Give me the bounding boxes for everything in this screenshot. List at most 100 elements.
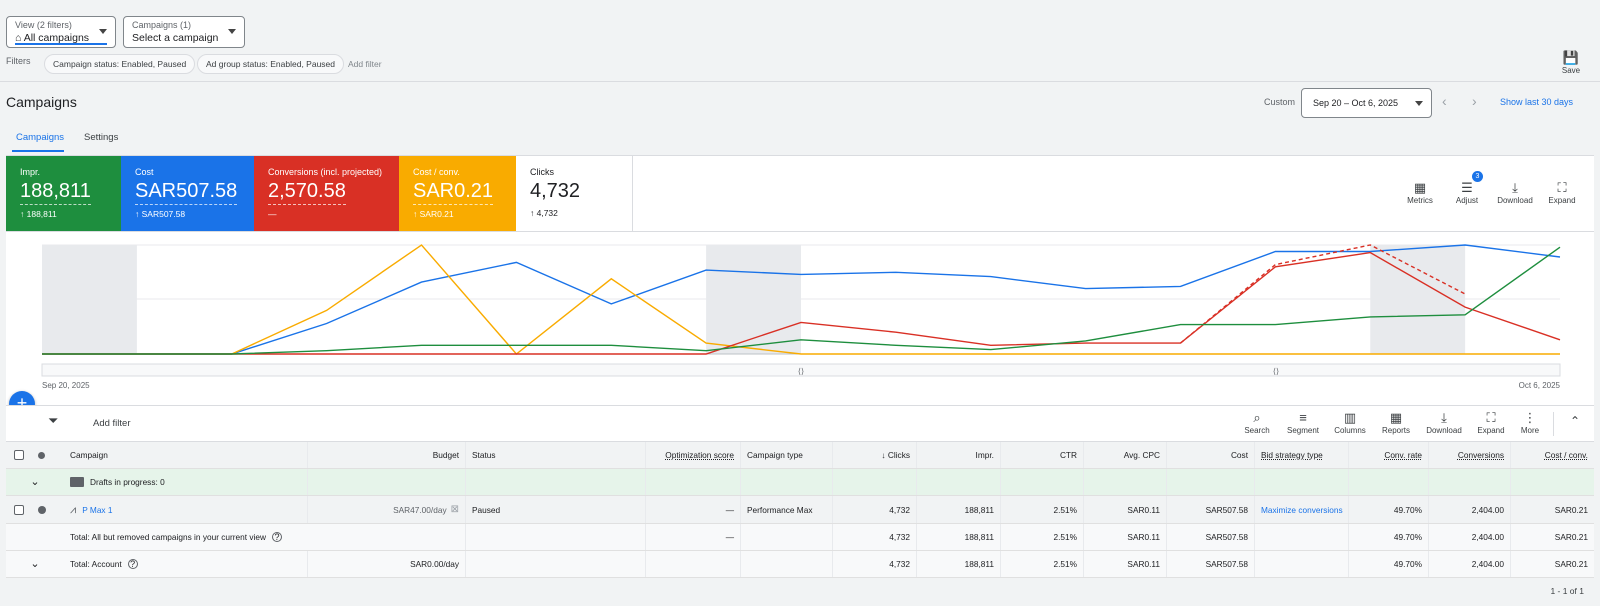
campaign-name-link[interactable]: P Max 1 [82,504,113,515]
total-account-cost: SAR507.58 [1167,551,1255,577]
more-vert-icon: ⋮ [1523,410,1537,425]
series-line-1 [42,244,1560,355]
tab-campaigns[interactable]: Campaigns [16,132,65,143]
next-period-icon[interactable]: › [1472,93,1477,109]
col-conv-rate[interactable]: Conv. rate [1349,442,1429,468]
expand-chart-button[interactable]: ⛶ Expand [1544,180,1580,205]
metric-change: ↑ 4,732 [530,208,558,218]
select-all-checkbox[interactable] [14,450,24,460]
cost-per-conv-value: SAR0.21 [1554,504,1588,515]
metric-tile-conversions[interactable]: Conversions (incl. projected) 2,570.58 — [254,156,399,231]
row-checkbox[interactable] [14,504,24,515]
campaign-filter-label: Campaigns (1) [132,20,192,30]
total-account-budget: SAR0.00/day [308,551,466,577]
col-bid-strategy[interactable]: Bid strategy type [1255,442,1349,468]
search-button[interactable]: ⌕ Search [1240,410,1274,435]
total-cost: SAR507.58 [1167,524,1255,550]
adjust-button[interactable]: ☰ Adjust 3 [1450,171,1484,205]
campaign-filter-value: Select a campaign [132,32,219,44]
metric-change: ↑ SAR507.58 [135,209,186,219]
more-button[interactable]: ⋮ More [1516,410,1544,435]
campaign-filter-dropdown[interactable]: Campaigns (1) Select a campaign [123,16,245,48]
total-row-current-view: Total: All but removed campaigns in your… [6,524,1594,551]
col-impr[interactable]: Impr. [917,442,1001,468]
total-conv-rate: 49.70% [1349,524,1429,550]
filter-chip-ad-group-status[interactable]: Ad group status: Enabled, Paused [197,54,345,74]
col-clicks[interactable]: ↓ Clicks [833,442,917,468]
col-budget[interactable]: Budget [308,442,466,468]
tab-settings[interactable]: Settings [84,132,119,143]
metric-label: Cost [135,167,154,177]
drafts-row[interactable]: ⌄ Drafts in progress: 0 [6,469,1594,496]
col-ctr[interactable]: CTR [1001,442,1084,468]
range-handle-right-icon[interactable]: ⟨⟩ [1273,367,1279,376]
metric-label: Impr. [20,167,41,177]
col-status[interactable]: Status [466,442,646,468]
folder-icon [70,477,84,487]
drafts-label: Drafts in progress: 0 [90,477,165,487]
help-icon[interactable]: ? [272,532,282,542]
budget-chart-icon[interactable]: ⊠ [450,503,459,515]
table-add-filter[interactable]: Add filter [93,418,131,429]
table-row[interactable]: ⩘ P Max 1 SAR47.00/day ⊠ Paused — Performa… [6,496,1594,524]
chevron-down-icon[interactable]: ⌄ [30,558,40,570]
metric-tile-cost-per-conv[interactable]: Cost / conv. SAR0.21 ↑ SAR0.21 [399,156,516,231]
metric-value: SAR507.58 [135,178,238,205]
view-filter-value: All campaigns [23,32,90,44]
download-label: Download [1497,196,1533,205]
expand-icon: ⛶ [1486,410,1496,425]
metric-value: 2,570.58 [268,178,346,205]
date-custom-label: Custom [1264,97,1296,107]
help-icon[interactable]: ? [127,559,138,569]
total-label: Total: All but removed campaigns in your… [70,532,266,542]
prev-period-icon[interactable]: ‹ [1442,93,1447,109]
metric-tile-clicks[interactable]: Clicks 4,732 ↑ 4,732 [516,156,633,231]
filter-icon[interactable]: ⏷ [48,413,59,428]
paused-status-icon[interactable] [38,505,46,514]
active-underline [15,43,107,45]
total-account-cpc: SAR0.11 [1084,551,1167,577]
conversions-value: 2,404.00 [1429,496,1511,523]
table-header-row: Campaign Budget Status Optimization scor… [6,442,1594,469]
filter-chip-campaign-status[interactable]: Campaign status: Enabled, Paused [44,54,196,74]
bid-strategy-link[interactable]: Maximize conversions [1255,496,1349,523]
columns-button[interactable]: ▥ Columns [1332,410,1368,435]
col-optimization-score[interactable]: Optimization score [646,442,741,468]
metric-change: — [268,209,277,219]
clicks-value: 4,732 [833,496,917,523]
date-range-picker[interactable]: Sep 20 – Oct 6, 2025 [1301,88,1432,118]
download-table-button[interactable]: ⤓ Download [1424,410,1464,435]
range-handle-left-icon[interactable]: ⟨⟩ [798,367,804,376]
metric-label: Cost / conv. [413,167,460,177]
col-campaign-type[interactable]: Campaign type [741,442,833,468]
show-last-30-days-link[interactable]: Show last 30 days [1500,97,1574,107]
view-filter-dropdown[interactable]: View (2 filters) ⌂ All campaigns [6,16,116,48]
sliders-icon: ☰ [1461,180,1473,195]
col-campaign[interactable]: Campaign [64,442,308,468]
expand-label: Expand [1477,426,1505,435]
metric-tile-cost[interactable]: Cost SAR507.58 ↑ SAR507.58 [121,156,254,231]
download-chart-button[interactable]: ⤓ Download [1494,180,1536,205]
col-conversions[interactable]: Conversions [1429,442,1511,468]
reports-button[interactable]: ▦ Reports [1378,410,1414,435]
segment-label: Segment [1286,426,1320,435]
segment-button[interactable]: ≡ Segment [1284,410,1322,435]
metric-change: ↑ SAR0.21 [413,209,454,219]
page-title: Campaigns [6,94,77,110]
collapse-icon[interactable]: ⌃ [1570,414,1581,428]
add-filter-link[interactable]: Add filter [348,59,382,69]
pagination-label: 1 - 1 of 1 [1550,586,1584,596]
columns-icon: ▥ [1343,410,1357,425]
chart-range-slider[interactable] [41,363,1561,377]
metric-tile-impressions[interactable]: Impr. 188,811 ↑ 188,811 [6,156,121,231]
expand-icon: ⛶ [1557,180,1567,195]
chevron-down-icon[interactable]: ⌄ [30,476,40,488]
more-label: More [1520,426,1540,435]
col-cost[interactable]: Cost [1167,442,1255,468]
col-avg-cpc[interactable]: Avg. CPC [1084,442,1167,468]
total-opt: — [646,524,741,550]
col-cost-per-conv[interactable]: Cost / conv. [1544,450,1588,460]
expand-table-button[interactable]: ⛶ Expand [1474,410,1508,435]
metrics-button[interactable]: ▦ Metrics [1402,180,1438,205]
save-button[interactable]: 💾 Save [1553,50,1589,75]
